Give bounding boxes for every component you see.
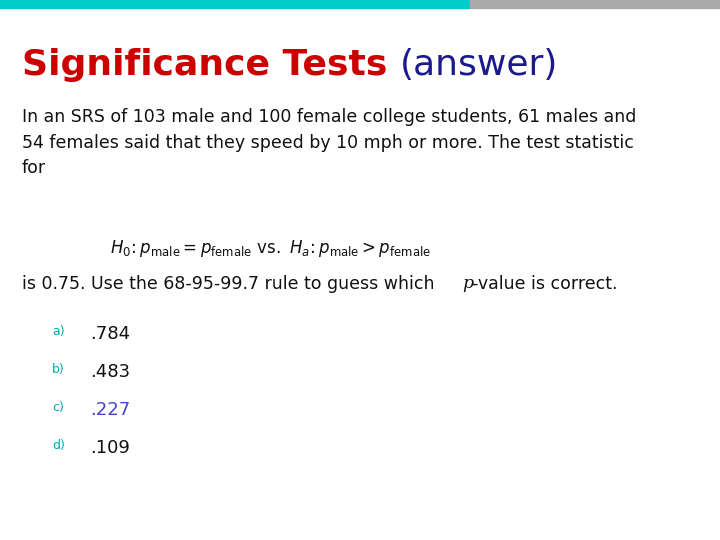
- Text: -value is correct.: -value is correct.: [472, 275, 618, 293]
- Text: In an SRS of 103 male and 100 female college students, 61 males and
54 females s: In an SRS of 103 male and 100 female col…: [22, 108, 636, 178]
- Bar: [0, 0, 470, 8]
- Text: d): d): [52, 439, 65, 452]
- Text: Significance Tests: Significance Tests: [22, 48, 400, 82]
- Text: .483: .483: [90, 363, 130, 381]
- Text: .784: .784: [90, 325, 130, 343]
- Text: is 0.75. Use the 68-95-99.7 rule to guess which: is 0.75. Use the 68-95-99.7 rule to gues…: [22, 275, 440, 293]
- Text: (answer): (answer): [400, 48, 559, 82]
- Text: $H_0\!: p_{\mathrm{male}} = p_{\mathrm{female}}\ \mathrm{vs.}\ H_a\!: p_{\mathrm: $H_0\!: p_{\mathrm{male}} = p_{\mathrm{f…: [109, 238, 431, 259]
- Text: .109: .109: [90, 439, 130, 457]
- Text: c): c): [52, 401, 64, 414]
- Text: .227: .227: [90, 401, 130, 419]
- Text: b): b): [52, 363, 65, 376]
- Text: p: p: [462, 275, 473, 292]
- Bar: [470, 0, 720, 8]
- Text: a): a): [52, 325, 65, 338]
